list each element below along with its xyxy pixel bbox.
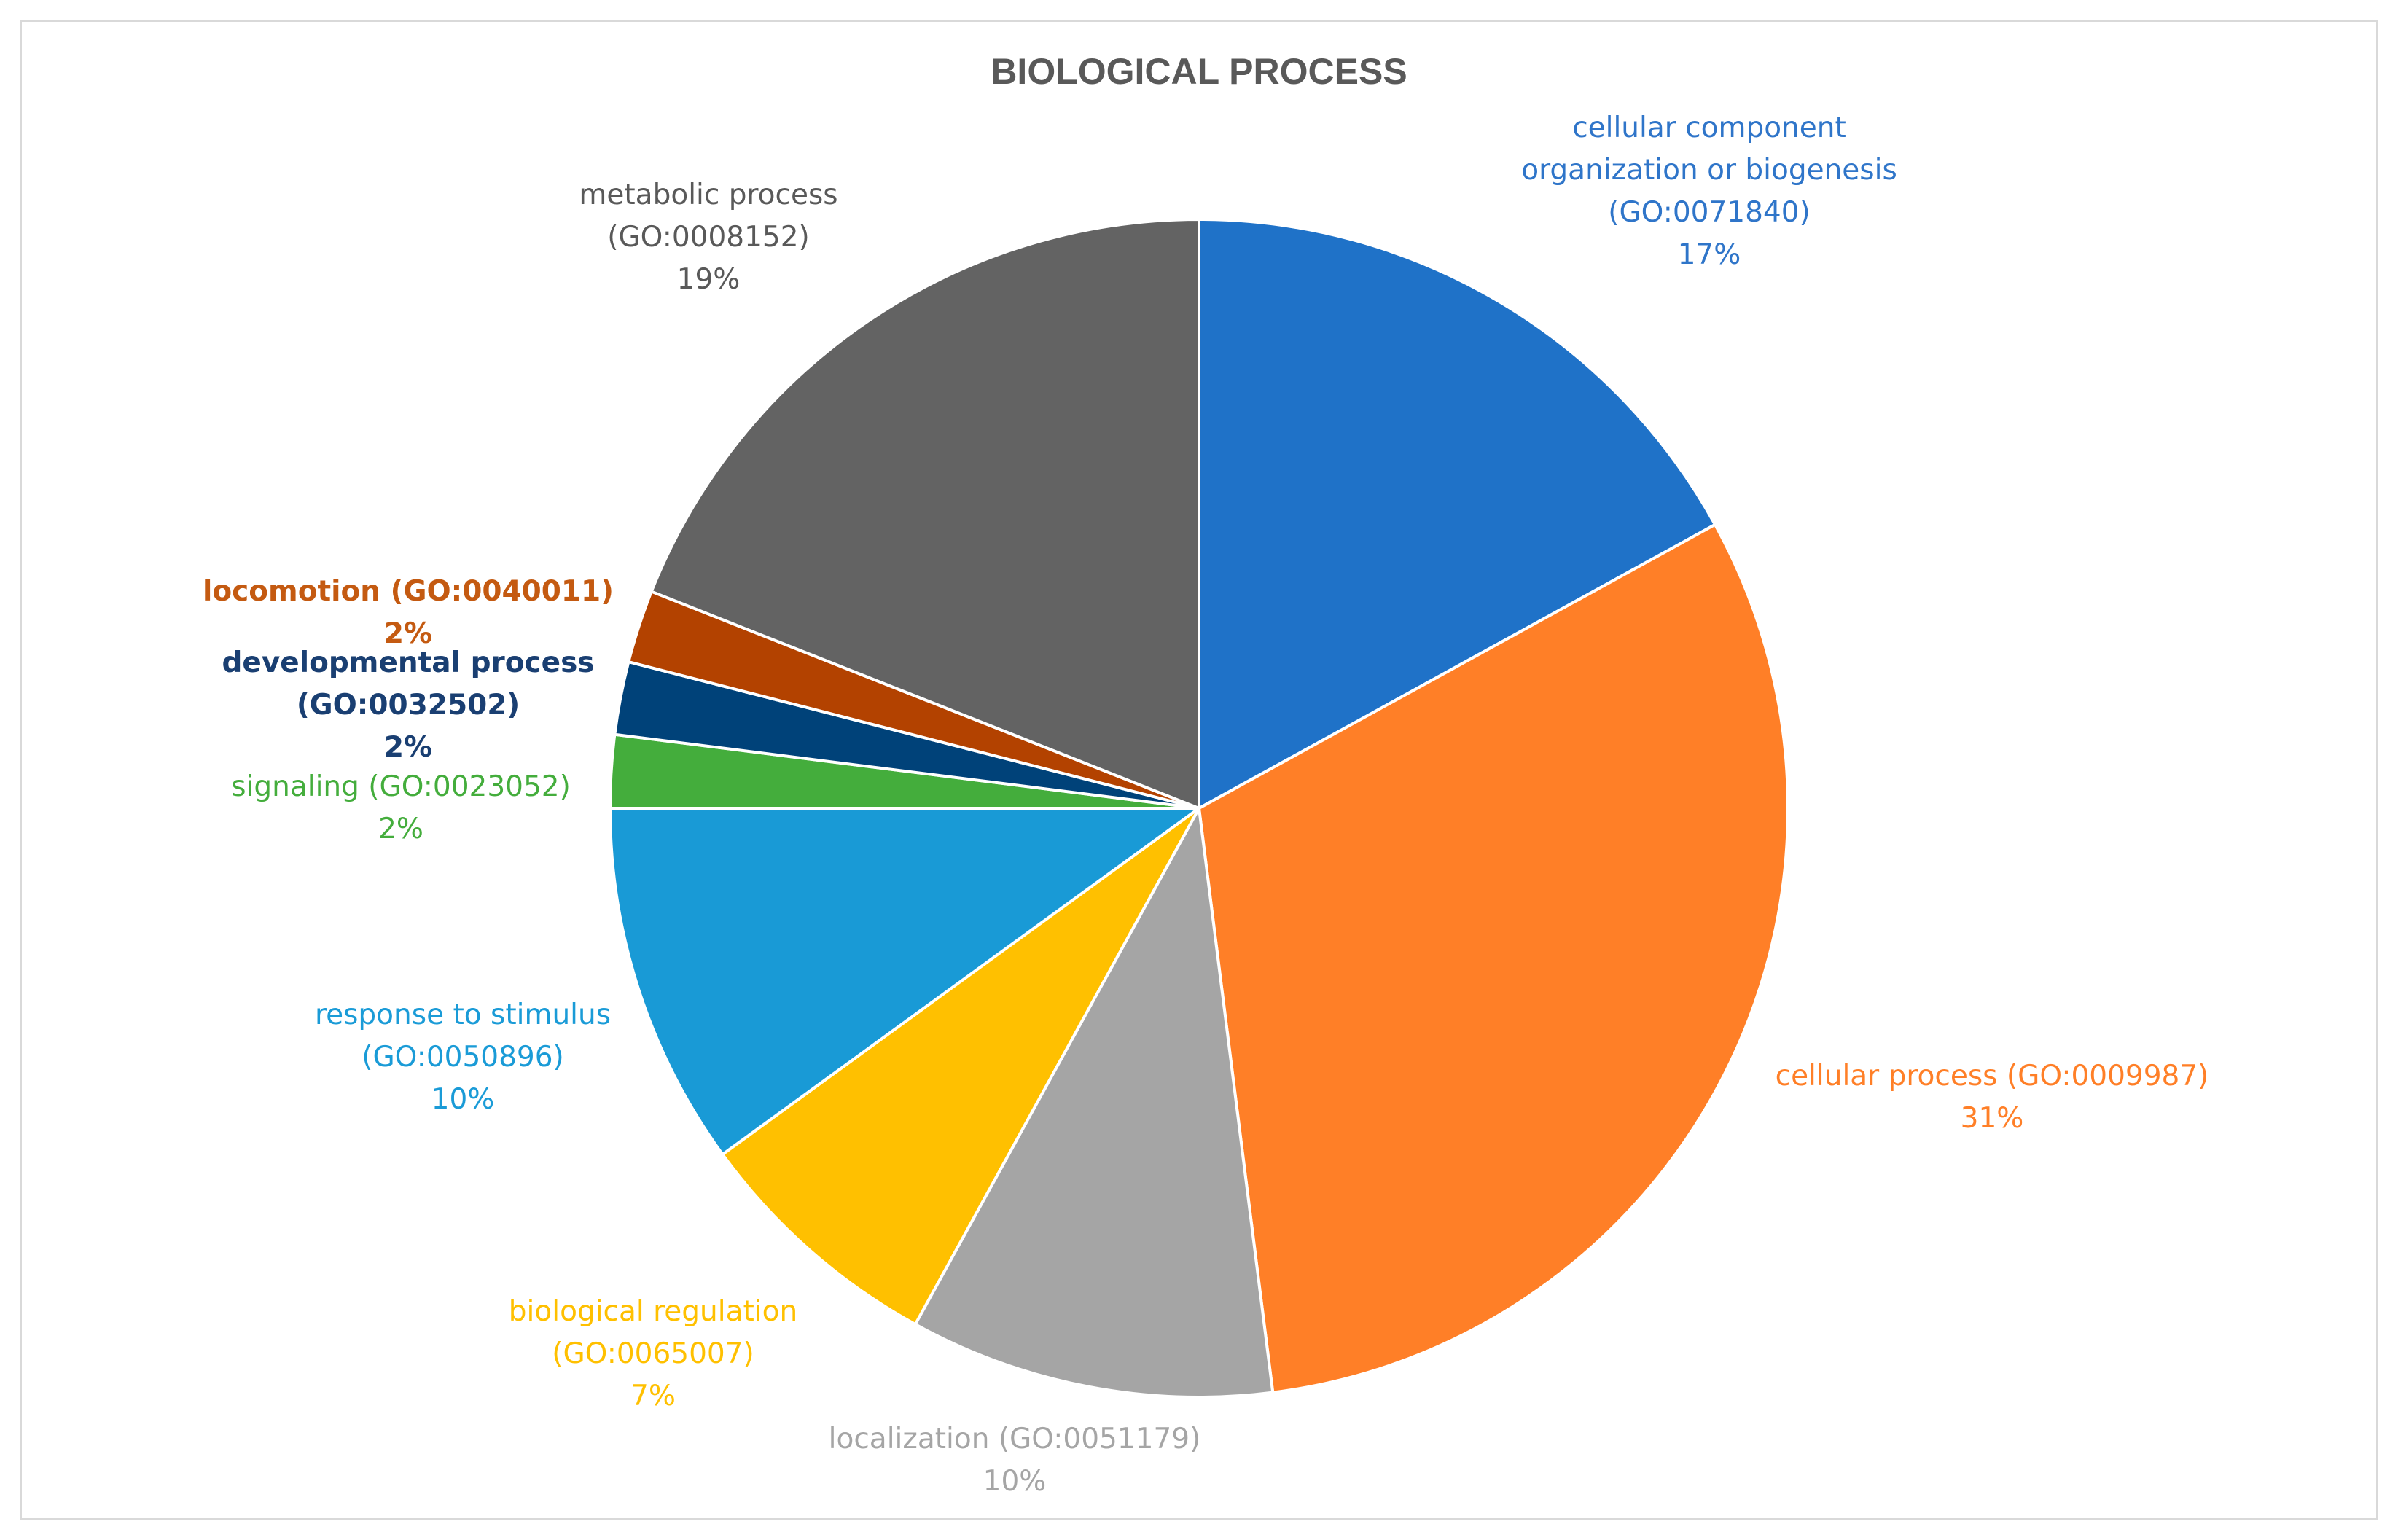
pie-slice [649, 218, 1200, 810]
pie-labels: cellular component organization or biogen… [203, 112, 2208, 1498]
slice-percent-label: 10% [983, 1465, 1047, 1498]
pie-slice [1198, 218, 1717, 810]
pie-slice [721, 807, 1200, 1326]
slice-percent-label: 2% [378, 813, 423, 845]
slice-category-label: (GO:0008152) [607, 221, 810, 254]
slice-label: locomotion (GO:0040011) 2% [203, 575, 614, 650]
slice-category-label: response to stimulus [315, 998, 611, 1031]
slice-category-label: (GO:0071840) [1608, 196, 1811, 229]
slice-label: metabolic process (GO:0008152) 19% [579, 179, 837, 296]
pie-slices [609, 218, 1789, 1399]
slice-label: localization (GO:0051179) 10% [829, 1423, 1201, 1498]
slice-category-label: localization (GO:0051179) [829, 1423, 1201, 1455]
slice-percent-label: 17% [1678, 238, 1741, 271]
slice-label: cellular process (GO:0009987) 31% [1776, 1060, 2209, 1135]
slice-category-label: developmental process [222, 646, 594, 679]
slice-category-label: organization or biogenesis [1521, 154, 1897, 187]
slice-percent-label: 2% [384, 731, 432, 764]
slice-category-label: (GO:0032502) [297, 689, 520, 722]
chart-title: BIOLOGICAL PROCESS [991, 51, 1407, 92]
slice-category-label: cellular component [1572, 112, 1846, 144]
slice-category-label: (GO:0050896) [362, 1041, 564, 1074]
slice-label: signaling (GO:0023052) 2% [231, 770, 571, 845]
slice-percent-label: 31% [1961, 1102, 2024, 1135]
slice-label: cellular component organization or biogen… [1521, 112, 1897, 271]
slice-category-label: biological regulation [509, 1295, 797, 1328]
slice-category-label: signaling (GO:0023052) [231, 770, 571, 803]
slice-category-label: metabolic process [579, 179, 837, 211]
slice-label: response to stimulus (GO:0050896) 10% [315, 998, 611, 1116]
slice-category-label: locomotion (GO:0040011) [203, 575, 614, 608]
slice-percent-label: 2% [384, 617, 432, 650]
pie-slice [913, 807, 1275, 1399]
slice-label: developmental process (GO:0032502) 2% [222, 646, 594, 764]
slice-category-label: (GO:0065007) [552, 1337, 754, 1370]
slice-category-label: cellular process (GO:0009987) [1776, 1060, 2209, 1093]
slice-percent-label: 7% [630, 1380, 676, 1412]
slice-percent-label: 19% [677, 263, 741, 296]
slice-label: biological regulation (GO:0065007) 7% [509, 1295, 797, 1412]
pie-slice [609, 807, 1200, 1156]
slice-percent-label: 10% [431, 1083, 495, 1116]
pie-slice [1198, 523, 1789, 1394]
